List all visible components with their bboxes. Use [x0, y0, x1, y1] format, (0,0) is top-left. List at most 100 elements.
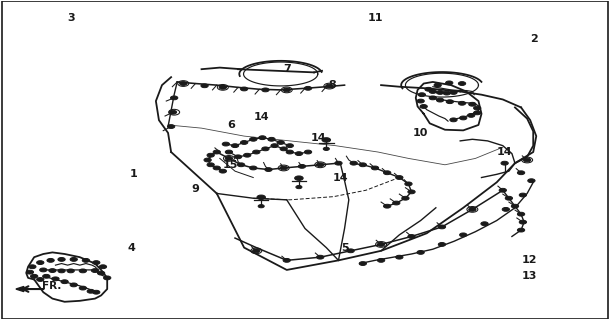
Circle shape — [499, 188, 506, 192]
Circle shape — [249, 166, 257, 170]
Circle shape — [286, 144, 293, 148]
Circle shape — [213, 150, 220, 154]
Circle shape — [439, 243, 445, 246]
Circle shape — [501, 161, 508, 165]
Circle shape — [450, 91, 457, 94]
Circle shape — [168, 124, 174, 128]
Circle shape — [304, 150, 312, 154]
Circle shape — [58, 269, 65, 273]
Circle shape — [468, 207, 476, 211]
Circle shape — [87, 289, 95, 293]
Circle shape — [481, 222, 488, 226]
Circle shape — [446, 100, 453, 104]
Circle shape — [384, 204, 391, 208]
Circle shape — [219, 85, 226, 89]
Circle shape — [283, 259, 290, 262]
Text: 9: 9 — [192, 184, 199, 194]
Circle shape — [511, 204, 518, 208]
Circle shape — [207, 163, 214, 167]
Circle shape — [37, 261, 44, 265]
Circle shape — [104, 276, 111, 280]
Circle shape — [523, 158, 531, 162]
Circle shape — [40, 268, 47, 272]
Circle shape — [253, 150, 260, 154]
Text: 14: 14 — [253, 112, 269, 122]
Text: 14: 14 — [332, 172, 348, 182]
Circle shape — [502, 207, 509, 211]
Polygon shape — [16, 286, 24, 292]
Circle shape — [225, 150, 232, 154]
Circle shape — [420, 105, 428, 108]
Circle shape — [322, 138, 331, 142]
Circle shape — [213, 166, 220, 170]
Circle shape — [528, 179, 535, 183]
Circle shape — [298, 164, 306, 168]
Circle shape — [429, 90, 437, 93]
Circle shape — [219, 169, 226, 173]
Circle shape — [171, 96, 178, 100]
Circle shape — [201, 84, 208, 88]
Circle shape — [257, 195, 265, 199]
Circle shape — [408, 235, 415, 238]
Circle shape — [519, 220, 526, 224]
Circle shape — [437, 98, 443, 102]
Circle shape — [82, 259, 90, 262]
Circle shape — [326, 84, 333, 88]
Circle shape — [439, 225, 445, 229]
Circle shape — [408, 190, 415, 194]
Text: 14: 14 — [310, 133, 326, 143]
Text: 15: 15 — [223, 160, 239, 170]
Circle shape — [26, 270, 34, 274]
Text: 14: 14 — [497, 147, 512, 157]
Circle shape — [443, 91, 450, 95]
Circle shape — [396, 176, 403, 180]
Circle shape — [296, 186, 302, 189]
Circle shape — [70, 283, 77, 287]
Circle shape — [79, 269, 87, 273]
Circle shape — [222, 142, 229, 146]
Text: 3: 3 — [67, 13, 74, 23]
Circle shape — [473, 106, 481, 110]
Circle shape — [519, 193, 526, 197]
Circle shape — [231, 144, 239, 148]
Circle shape — [98, 271, 105, 275]
Text: 11: 11 — [367, 13, 382, 23]
Circle shape — [467, 114, 475, 117]
Circle shape — [237, 163, 245, 167]
Circle shape — [359, 262, 367, 266]
Circle shape — [93, 261, 100, 265]
Circle shape — [295, 152, 303, 156]
Circle shape — [47, 259, 54, 262]
Text: 10: 10 — [413, 128, 428, 138]
Text: 2: 2 — [531, 34, 538, 44]
Circle shape — [207, 153, 214, 157]
Circle shape — [240, 87, 248, 91]
Circle shape — [234, 155, 242, 159]
Text: 8: 8 — [329, 80, 336, 90]
Circle shape — [286, 150, 293, 154]
Circle shape — [93, 290, 100, 294]
Circle shape — [70, 258, 77, 261]
Circle shape — [335, 161, 342, 165]
Circle shape — [79, 286, 87, 290]
Circle shape — [253, 249, 260, 253]
Circle shape — [434, 83, 441, 87]
Text: 12: 12 — [521, 255, 537, 265]
Text: 1: 1 — [129, 169, 137, 179]
Circle shape — [295, 176, 303, 180]
Circle shape — [52, 277, 59, 281]
Circle shape — [283, 88, 290, 92]
Circle shape — [268, 137, 275, 141]
Text: 7: 7 — [283, 64, 290, 74]
Circle shape — [378, 259, 385, 262]
Circle shape — [317, 255, 324, 259]
Circle shape — [425, 87, 432, 91]
Circle shape — [29, 265, 36, 269]
Circle shape — [265, 168, 272, 172]
Circle shape — [262, 88, 269, 92]
Circle shape — [204, 158, 211, 162]
Circle shape — [271, 144, 278, 148]
Circle shape — [30, 274, 38, 278]
Circle shape — [459, 233, 467, 237]
Text: 13: 13 — [522, 271, 537, 281]
